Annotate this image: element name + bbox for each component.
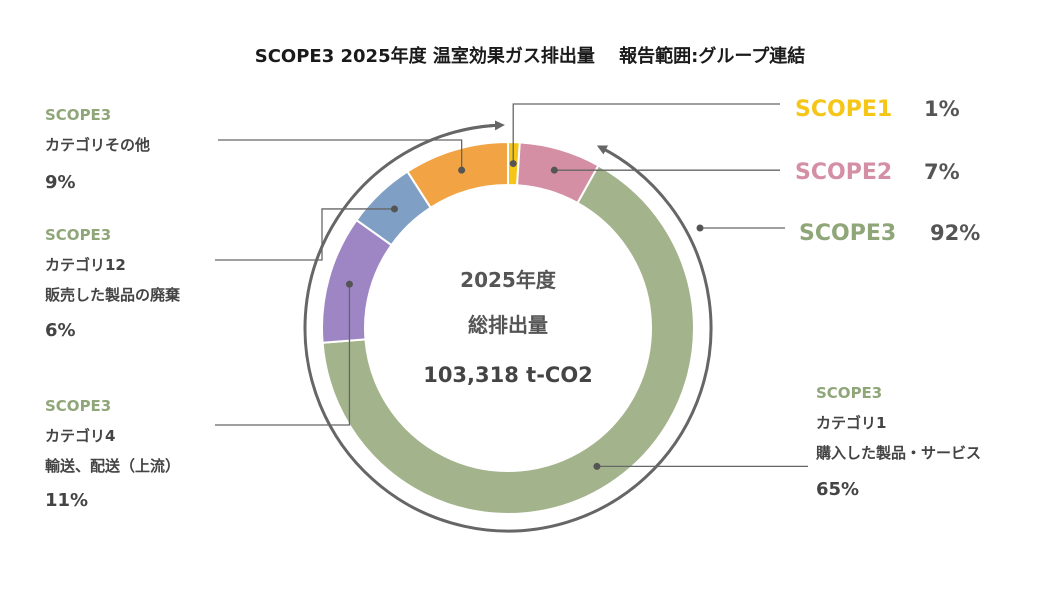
center-year-label: 2025年度: [460, 268, 557, 292]
leader-dot-scope2: [550, 166, 558, 174]
leader-line-cat-other: [218, 139, 463, 171]
scope1-percent: 1%: [924, 97, 960, 121]
cat1-scope-label: SCOPE3: [816, 384, 882, 402]
scope2-label: SCOPE2: [795, 160, 892, 185]
cat12-scope-label: SCOPE3: [45, 226, 111, 244]
scope-arcs: [303, 120, 713, 533]
chart-title: SCOPE3 2025年度 温室効果ガス排出量 報告範囲:グループ連結: [255, 45, 806, 67]
cat1-percent: 65%: [816, 479, 859, 500]
cat-other-scope-label: SCOPE3: [45, 106, 111, 124]
center-total-label: 総排出量: [468, 313, 548, 337]
leader-dot-cat4: [345, 280, 353, 288]
cat1-name: カテゴリ1: [816, 414, 886, 432]
scope3-label: SCOPE3: [799, 221, 896, 246]
leader-dot-cat1: [593, 462, 601, 470]
scope3-bracket-arrow: [458, 120, 505, 133]
cat12-description: 販売した製品の廃棄: [45, 286, 181, 304]
leader-line-cat4: [215, 284, 351, 426]
cat12-percent: 6%: [45, 320, 76, 341]
cat12-name: カテゴリ12: [45, 256, 126, 274]
scope3-percent: 92%: [930, 221, 980, 245]
center-total-value: 103,318 t-CO2: [423, 363, 593, 387]
scope1-label: SCOPE1: [795, 97, 892, 122]
cat-other-percent: 9%: [45, 172, 76, 193]
cat4-scope-label: SCOPE3: [45, 397, 111, 415]
cat1-description: 購入した製品・サービス: [815, 444, 981, 462]
donut-slice-scope3-cat-other: [406, 140, 509, 210]
cat4-percent: 11%: [45, 490, 88, 511]
leader-dot-cat12: [390, 205, 398, 213]
leader-line-scope1: [512, 103, 780, 164]
scope2-percent: 7%: [924, 160, 960, 184]
cat4-name: カテゴリ4: [45, 427, 115, 445]
scope3-bracket-arc: [303, 123, 713, 533]
leader-lines: [215, 103, 808, 470]
leader-dot-scope3: [696, 224, 704, 232]
donut-slice-scope3-cat1: [321, 164, 695, 515]
leader-line-cat12: [215, 208, 395, 261]
leader-dot-cat-other: [458, 166, 466, 174]
cat-other-name: カテゴリその他: [45, 136, 150, 154]
cat4-description: 輸送、配送（上流）: [45, 457, 180, 475]
leader-dot-scope1: [509, 160, 517, 168]
